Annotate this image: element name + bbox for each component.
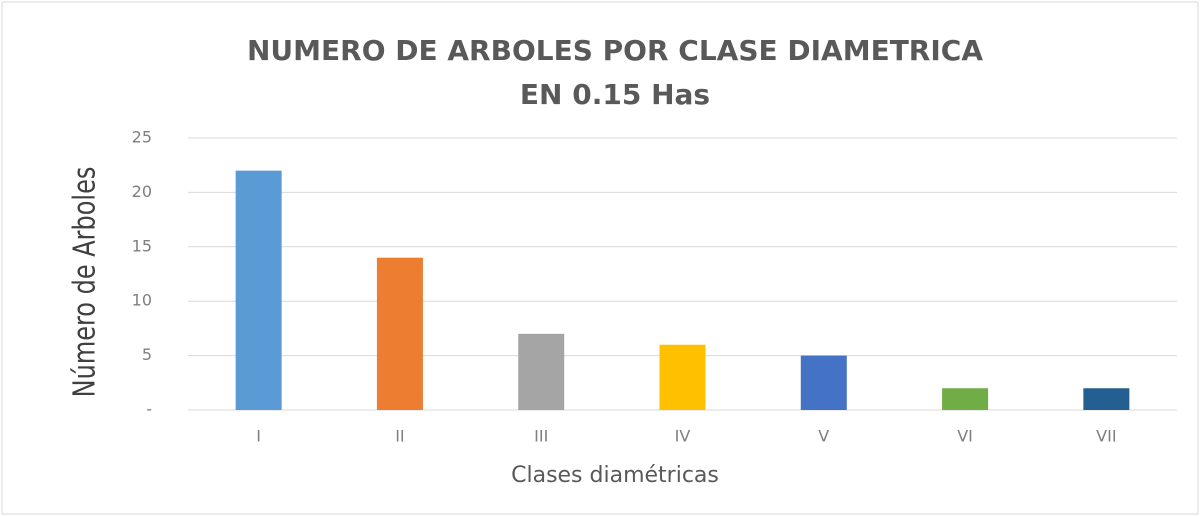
x-axis-label: Clases diamétricas — [511, 463, 719, 488]
x-tick-label: IV — [675, 427, 691, 446]
bar — [235, 170, 282, 410]
x-tick-label: V — [818, 427, 829, 446]
bar — [1083, 388, 1130, 410]
chart-title: EN 0.15 Has — [520, 78, 710, 111]
y-tick-label: 10 — [132, 291, 152, 310]
x-tick-label: I — [256, 427, 261, 446]
y-axis-label: Número de Arboles — [68, 167, 102, 398]
x-tick-label: VI — [957, 427, 973, 446]
x-tick-label: VII — [1096, 427, 1116, 446]
chart-title: NUMERO DE ARBOLES POR CLASE DIAMETRICA — [247, 34, 983, 67]
y-tick-label: - — [146, 400, 152, 419]
bar — [518, 333, 565, 410]
bar — [942, 388, 989, 410]
y-tick-label: 25 — [132, 128, 152, 147]
y-tick-label: 20 — [132, 182, 152, 201]
x-tick-label: III — [534, 427, 548, 446]
bar — [659, 344, 706, 410]
bar — [800, 355, 847, 410]
y-tick-label: 15 — [132, 236, 152, 255]
y-tick-label: 5 — [142, 345, 152, 364]
bar — [376, 257, 423, 410]
x-tick-label: II — [395, 427, 404, 446]
